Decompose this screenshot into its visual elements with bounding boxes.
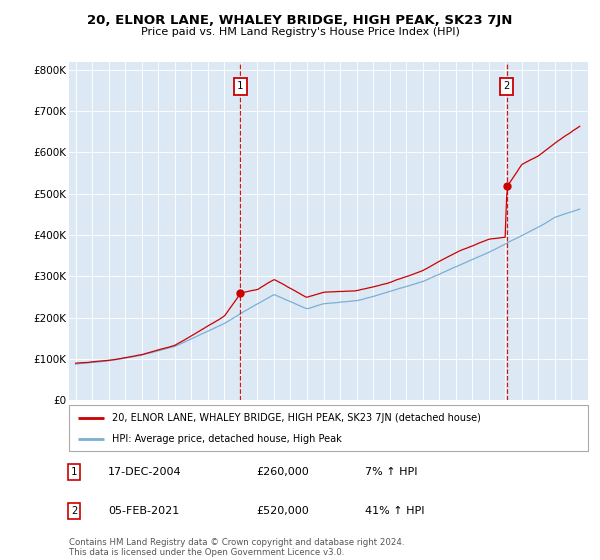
Text: Contains HM Land Registry data © Crown copyright and database right 2024.
This d: Contains HM Land Registry data © Crown c… xyxy=(69,538,404,557)
Text: 1: 1 xyxy=(237,81,244,91)
Text: 7% ↑ HPI: 7% ↑ HPI xyxy=(365,467,418,477)
Text: 20, ELNOR LANE, WHALEY BRIDGE, HIGH PEAK, SK23 7JN (detached house): 20, ELNOR LANE, WHALEY BRIDGE, HIGH PEAK… xyxy=(112,413,481,423)
Text: 17-DEC-2004: 17-DEC-2004 xyxy=(108,467,182,477)
Text: 2: 2 xyxy=(504,81,510,91)
Text: £260,000: £260,000 xyxy=(256,467,308,477)
Text: HPI: Average price, detached house, High Peak: HPI: Average price, detached house, High… xyxy=(112,435,341,444)
Text: 2: 2 xyxy=(71,506,77,516)
Text: 41% ↑ HPI: 41% ↑ HPI xyxy=(365,506,424,516)
Text: 20, ELNOR LANE, WHALEY BRIDGE, HIGH PEAK, SK23 7JN: 20, ELNOR LANE, WHALEY BRIDGE, HIGH PEAK… xyxy=(88,14,512,27)
Text: £520,000: £520,000 xyxy=(256,506,308,516)
Text: 1: 1 xyxy=(71,467,77,477)
Text: Price paid vs. HM Land Registry's House Price Index (HPI): Price paid vs. HM Land Registry's House … xyxy=(140,27,460,37)
Text: 05-FEB-2021: 05-FEB-2021 xyxy=(108,506,179,516)
